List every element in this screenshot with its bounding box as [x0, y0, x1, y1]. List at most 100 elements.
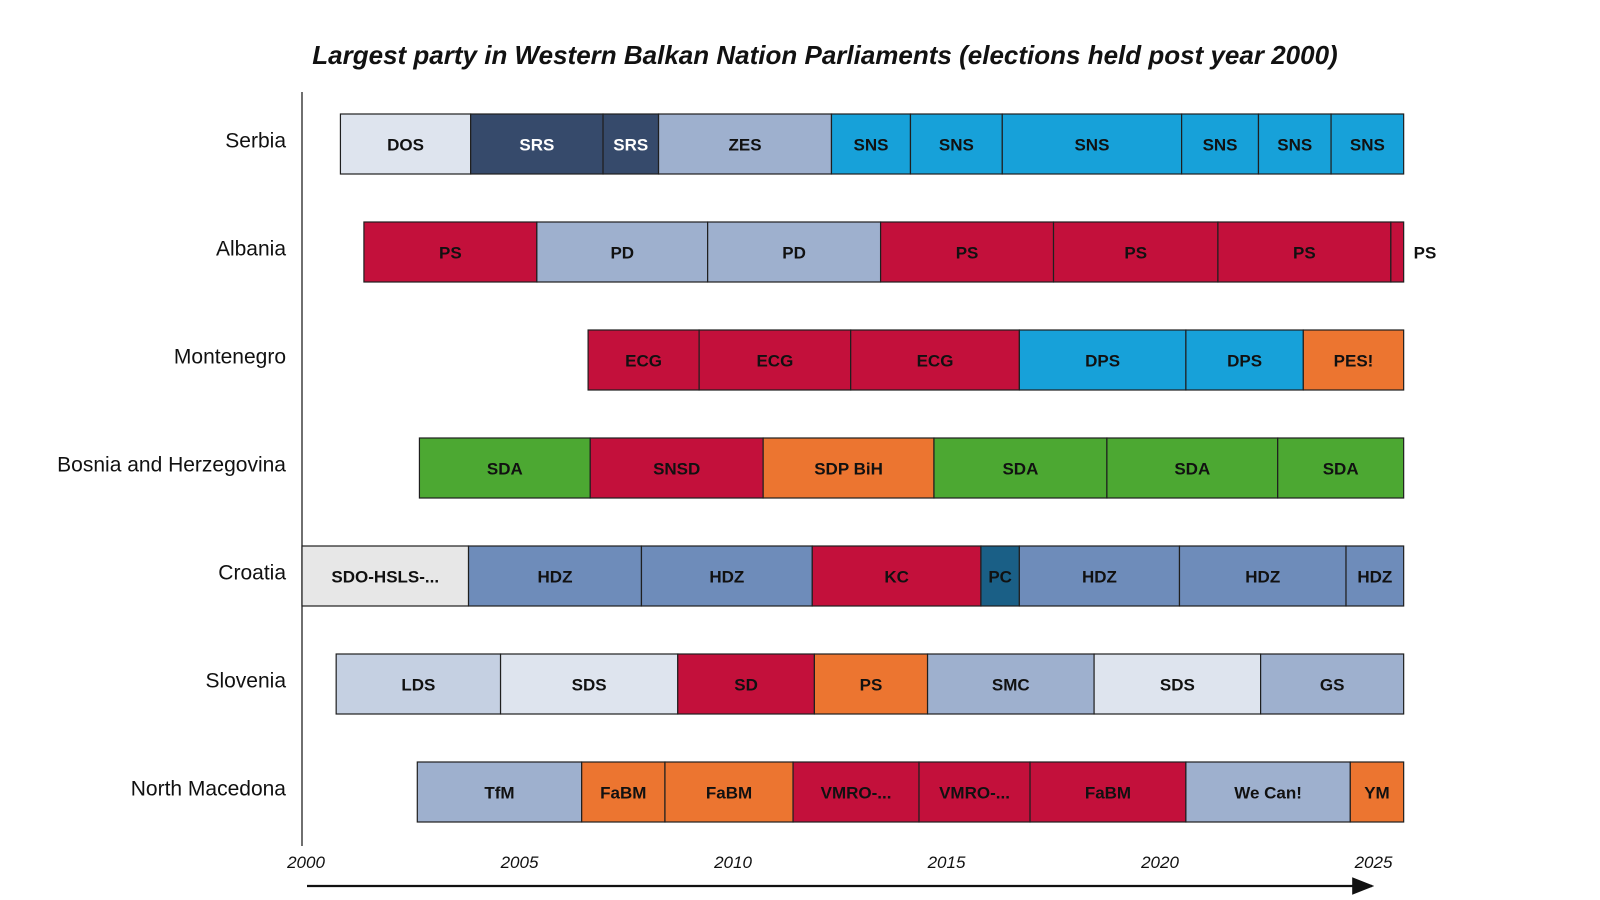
- segment-bar: [470, 113, 604, 175]
- segment-bar: [1345, 545, 1405, 607]
- segment-label: PD: [610, 243, 634, 262]
- segment-bar: [1302, 329, 1405, 391]
- segment-label: HDZ: [538, 567, 573, 586]
- segment-label: SNS: [853, 135, 888, 154]
- segment-label: GS: [1320, 675, 1345, 694]
- segment-bar: [1257, 113, 1332, 175]
- x-tick-label: 2005: [500, 853, 539, 872]
- segment-label: ZES: [728, 135, 761, 154]
- segment-bar: [850, 329, 1020, 391]
- segment-label: FaBM: [706, 783, 752, 802]
- segment-bar: [1390, 221, 1405, 283]
- segment-label: SDA: [487, 459, 523, 478]
- segment-bar: [363, 221, 538, 283]
- segment-label: PC: [988, 567, 1012, 586]
- segment-label: HDZ: [1245, 567, 1280, 586]
- row-label: Serbia: [225, 130, 286, 153]
- segment-bar: [1349, 761, 1405, 823]
- segment-label: PS: [439, 243, 462, 262]
- segment-bar: [1018, 329, 1187, 391]
- segment-bar: [301, 545, 470, 607]
- segment-bar: [1106, 437, 1279, 499]
- segment-label: PS: [956, 243, 979, 262]
- segment-label: SDA: [1002, 459, 1038, 478]
- segment-bar: [762, 437, 935, 499]
- segment-bar: [1093, 653, 1262, 715]
- segment-bar: [707, 221, 882, 283]
- segment-bar: [416, 761, 583, 823]
- segment-label: ECG: [917, 351, 954, 370]
- segment-label: PS: [1124, 243, 1147, 262]
- timeline-rows: Serbia DOS SRS SRS ZES SNS SNS SNS SNS SNS SNS Alba…: [57, 113, 1437, 823]
- x-tick-label: 2020: [1140, 853, 1179, 872]
- x-tick-label: 2000: [286, 853, 325, 872]
- segment-bar: [587, 329, 700, 391]
- segment-label: ECG: [756, 351, 793, 370]
- segment-label: KC: [884, 567, 909, 586]
- row-label: Montenegro: [174, 346, 286, 369]
- segment-bar: [933, 437, 1108, 499]
- segment-label: PS: [1414, 243, 1437, 262]
- segment-label: DPS: [1227, 351, 1262, 370]
- segment-bar: [698, 329, 852, 391]
- segment-label: ECG: [625, 351, 662, 370]
- segment-bar: [926, 653, 1095, 715]
- segment-label: PES!: [1334, 351, 1374, 370]
- segment-label: PS: [860, 675, 883, 694]
- segment-label: SNS: [1350, 135, 1385, 154]
- segment-bar: [792, 761, 920, 823]
- segment-bar: [830, 113, 912, 175]
- segment-label: VMRO-...: [939, 783, 1010, 802]
- segment-label: YM: [1364, 783, 1390, 802]
- segment-label: LDS: [401, 675, 435, 694]
- segment-bar: [909, 113, 1003, 175]
- segment-bar: [1052, 221, 1219, 283]
- chart-title: Largest party in Western Balkan Nation P…: [312, 40, 1338, 70]
- segment-bar: [1001, 113, 1183, 175]
- row-albania: Albania PS PD PD PS PS PS PS: [216, 221, 1437, 283]
- row-montenegro: Montenegro ECG ECG ECG DPS DPS PES!: [174, 329, 1405, 391]
- x-tick-label: 2015: [927, 853, 966, 872]
- segment-bar: [664, 761, 794, 823]
- row-north-macedona: North Macedona TfM FaBM FaBM VMRO-... VMRO-..…: [131, 761, 1405, 823]
- segment-label: SNSD: [653, 459, 700, 478]
- x-tick-label: 2025: [1354, 853, 1393, 872]
- segment-label: HDZ: [1082, 567, 1117, 586]
- segment-bar: [918, 761, 1031, 823]
- segment-bar: [467, 545, 643, 607]
- row-bosnia-and-herzegovina: Bosnia and Herzegovina SDA SNSD SDP BiH SDA S…: [57, 437, 1405, 499]
- segment-label: FaBM: [1085, 783, 1131, 802]
- segment-label: VMRO-...: [821, 783, 892, 802]
- segment-bar: [418, 437, 591, 499]
- segment-label: FaBM: [600, 783, 646, 802]
- segment-bar: [581, 761, 666, 823]
- segment-label: SDS: [572, 675, 607, 694]
- segment-label: PS: [1293, 243, 1316, 262]
- segment-bar: [1018, 545, 1181, 607]
- row-label: Albania: [216, 238, 286, 261]
- segment-label: SNS: [1203, 135, 1238, 154]
- segment-bar: [1029, 761, 1187, 823]
- segment-bar: [1260, 653, 1405, 715]
- segment-bar: [1178, 545, 1347, 607]
- segment-bar: [1277, 437, 1405, 499]
- segment-label: TfM: [484, 783, 514, 802]
- segment-label: SDP BiH: [814, 459, 883, 478]
- segment-label: We Can!: [1234, 783, 1302, 802]
- segment-label: SDS: [1160, 675, 1195, 694]
- segment-label: DOS: [387, 135, 424, 154]
- segment-label: SRS: [519, 135, 554, 154]
- segment-bar: [657, 113, 833, 175]
- segment-bar: [499, 653, 679, 715]
- segment-label: SMC: [992, 675, 1030, 694]
- row-label: Croatia: [218, 562, 286, 585]
- segment-label: HDZ: [1357, 567, 1392, 586]
- segment-label: HDZ: [709, 567, 744, 586]
- segment-label: SNS: [939, 135, 974, 154]
- x-tick-label: 2010: [713, 853, 752, 872]
- segment-label: SRS: [613, 135, 648, 154]
- row-label: North Macedona: [131, 778, 287, 801]
- segment-label: DPS: [1085, 351, 1120, 370]
- segment-label: SDA: [1323, 459, 1359, 478]
